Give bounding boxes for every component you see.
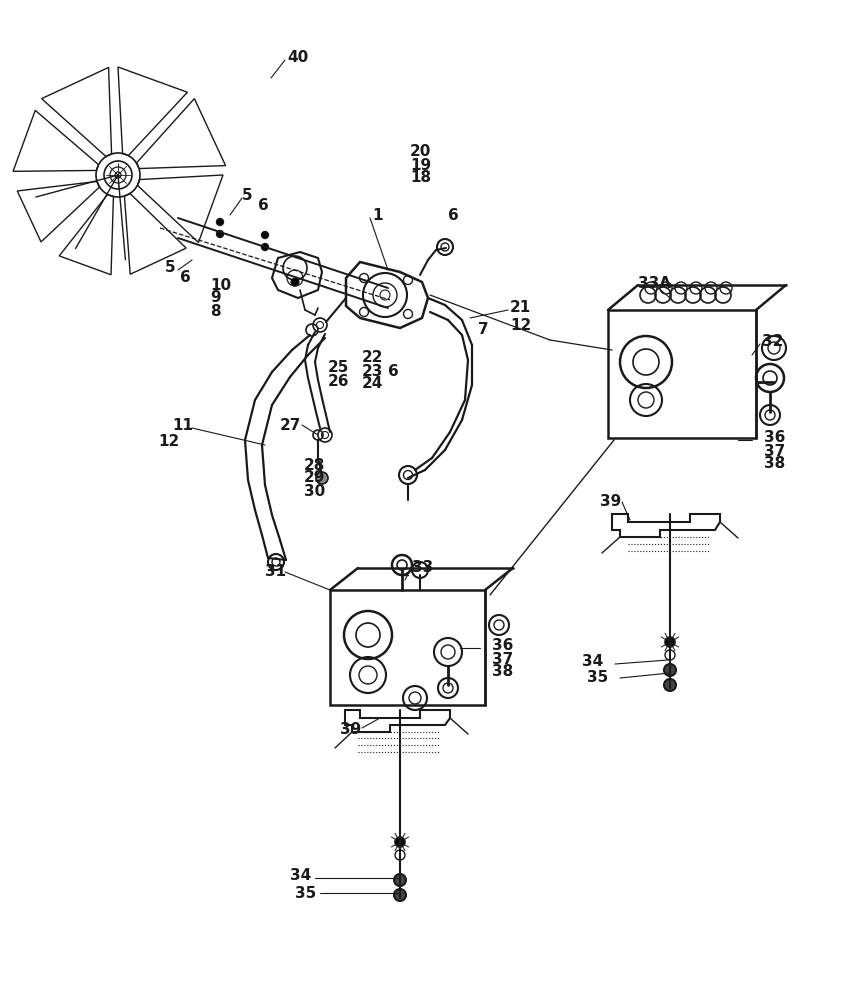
Circle shape (217, 231, 223, 237)
Text: 35: 35 (295, 886, 316, 900)
Circle shape (261, 243, 269, 250)
Text: 28: 28 (304, 458, 325, 473)
Text: 12: 12 (158, 434, 179, 450)
Circle shape (316, 472, 328, 484)
Text: 33A: 33A (638, 275, 671, 290)
Text: 6: 6 (180, 270, 191, 286)
Text: 29: 29 (304, 471, 325, 486)
Text: 1: 1 (372, 208, 383, 223)
Bar (330, 590, 485, 705)
Text: 5: 5 (242, 188, 253, 202)
Text: 25: 25 (328, 360, 349, 375)
Text: 39: 39 (340, 722, 361, 738)
Text: 26: 26 (328, 373, 349, 388)
Text: 38: 38 (764, 456, 785, 472)
Text: 12: 12 (510, 318, 532, 332)
Text: 30: 30 (304, 484, 325, 498)
Text: 31: 31 (265, 564, 286, 580)
Text: 6: 6 (448, 208, 459, 223)
Circle shape (664, 679, 676, 691)
Text: 37: 37 (764, 444, 785, 458)
Text: 27: 27 (280, 418, 301, 432)
Text: 38: 38 (492, 664, 514, 680)
Text: 33: 33 (412, 560, 433, 576)
Circle shape (394, 874, 406, 886)
Text: 10: 10 (210, 277, 231, 292)
Circle shape (395, 837, 405, 847)
Text: 5: 5 (165, 260, 175, 275)
Text: 24: 24 (362, 376, 383, 391)
Circle shape (394, 889, 406, 901)
Text: 18: 18 (410, 170, 431, 186)
Text: 6: 6 (258, 198, 269, 213)
Text: 8: 8 (210, 304, 221, 318)
Text: 23: 23 (362, 363, 383, 378)
Text: 32: 32 (762, 334, 783, 350)
Circle shape (291, 278, 299, 286)
Circle shape (261, 232, 269, 238)
Text: 34: 34 (582, 654, 603, 670)
Text: 11: 11 (172, 418, 193, 434)
Text: 6: 6 (388, 363, 399, 378)
Text: 37: 37 (492, 652, 514, 666)
Text: 36: 36 (492, 639, 514, 654)
Text: 35: 35 (587, 670, 609, 686)
Text: 9: 9 (210, 290, 221, 306)
Circle shape (217, 219, 223, 226)
Text: 7: 7 (478, 322, 489, 338)
Text: 20: 20 (410, 144, 431, 159)
Text: 40: 40 (287, 50, 308, 66)
Circle shape (664, 664, 676, 676)
Text: 22: 22 (362, 351, 383, 365)
Text: 36: 36 (764, 430, 785, 446)
Text: 39: 39 (600, 494, 621, 510)
Text: 34: 34 (290, 868, 312, 884)
Bar (608, 310, 756, 438)
Circle shape (665, 637, 675, 647)
Text: 21: 21 (510, 300, 532, 316)
Text: 19: 19 (410, 157, 431, 172)
